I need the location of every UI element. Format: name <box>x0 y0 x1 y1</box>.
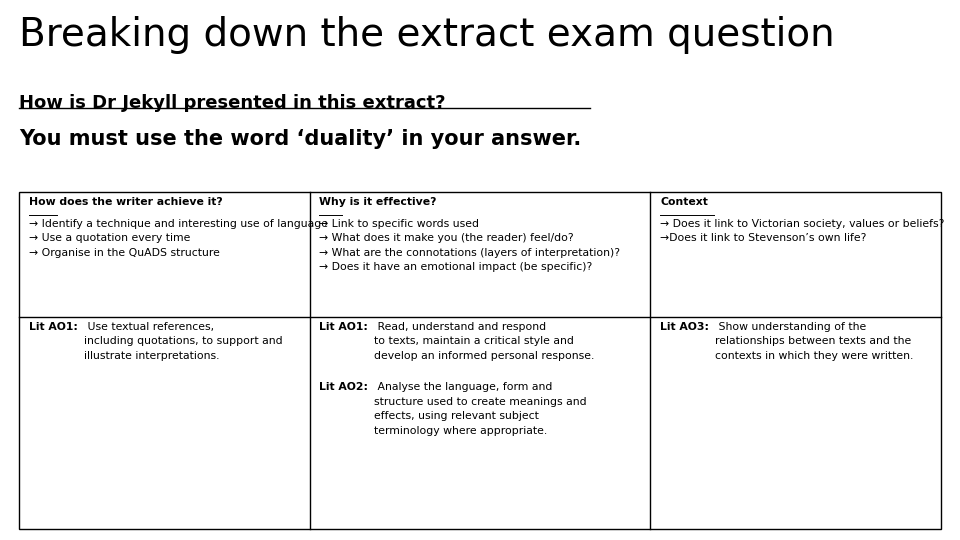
Text: How does the writer achieve it?: How does the writer achieve it? <box>29 197 223 207</box>
Text: Lit AO1:: Lit AO1: <box>29 322 78 332</box>
Text: Why is it effective?: Why is it effective? <box>319 197 437 207</box>
Text: Lit AO3:: Lit AO3: <box>660 322 709 332</box>
Text: → Link to specific words used
→ What does it make you (the reader) feel/do?
→ Wh: → Link to specific words used → What doe… <box>319 219 620 272</box>
Text: Breaking down the extract exam question: Breaking down the extract exam question <box>19 16 835 54</box>
Text: Show understanding of the
relationships between texts and the
contexts in which : Show understanding of the relationships … <box>715 322 913 361</box>
Text: Lit AO2:: Lit AO2: <box>319 382 368 393</box>
Text: Read, understand and respond
to texts, maintain a critical style and
develop an : Read, understand and respond to texts, m… <box>373 322 594 361</box>
Text: How is Dr Jekyll presented in this extract?: How is Dr Jekyll presented in this extra… <box>19 94 445 112</box>
Text: Lit AO1:: Lit AO1: <box>319 322 368 332</box>
Text: → Does it link to Victorian society, values or beliefs?
→Does it link to Stevens: → Does it link to Victorian society, val… <box>660 219 945 243</box>
Text: Context: Context <box>660 197 708 207</box>
Text: Use textual references,
including quotations, to support and
illustrate interpre: Use textual references, including quotat… <box>84 322 282 361</box>
Text: You must use the word ‘duality’ in your answer.: You must use the word ‘duality’ in your … <box>19 129 582 148</box>
Text: Analyse the language, form and
structure used to create meanings and
effects, us: Analyse the language, form and structure… <box>373 382 587 436</box>
Text: → Identify a technique and interesting use of language
→ Use a quotation every t: → Identify a technique and interesting u… <box>29 219 327 258</box>
